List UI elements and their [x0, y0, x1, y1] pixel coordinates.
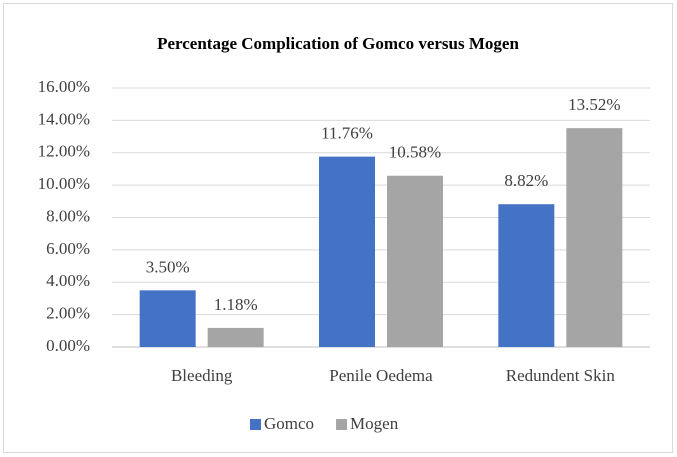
y-tick-label: 8.00%: [46, 206, 90, 225]
legend-swatch: [250, 419, 261, 430]
y-tick-label: 12.00%: [38, 142, 90, 161]
bar: [387, 175, 443, 347]
bar: [139, 290, 196, 347]
data-label: 1.18%: [214, 295, 258, 314]
x-tick-label: Bleeding: [171, 366, 233, 385]
bar: [566, 128, 623, 347]
legend-swatch: [336, 419, 348, 430]
y-tick-label: 10.00%: [38, 174, 90, 193]
data-label: 8.82%: [504, 171, 548, 190]
data-label: 11.76%: [321, 124, 373, 143]
bar: [207, 327, 264, 347]
bar: [498, 204, 555, 347]
y-tick-label: 16.00%: [38, 77, 90, 96]
legend-label: Gomco: [264, 414, 314, 433]
y-tick-label: 4.00%: [46, 271, 90, 290]
data-label: 13.52%: [568, 95, 620, 114]
bar: [319, 156, 375, 347]
x-tick-label: Penile Oedema: [329, 366, 433, 385]
data-label: 10.58%: [389, 143, 441, 162]
y-tick-label: 2.00%: [46, 304, 90, 323]
data-label: 3.50%: [146, 257, 190, 276]
y-tick-label: 0.00%: [46, 336, 90, 355]
chart-title: Percentage Complication of Gomco versus …: [157, 34, 519, 53]
y-tick-label: 6.00%: [46, 239, 90, 258]
x-tick-label: Redundent Skin: [506, 366, 616, 385]
legend-label: Mogen: [350, 414, 399, 433]
y-tick-label: 14.00%: [38, 109, 90, 128]
